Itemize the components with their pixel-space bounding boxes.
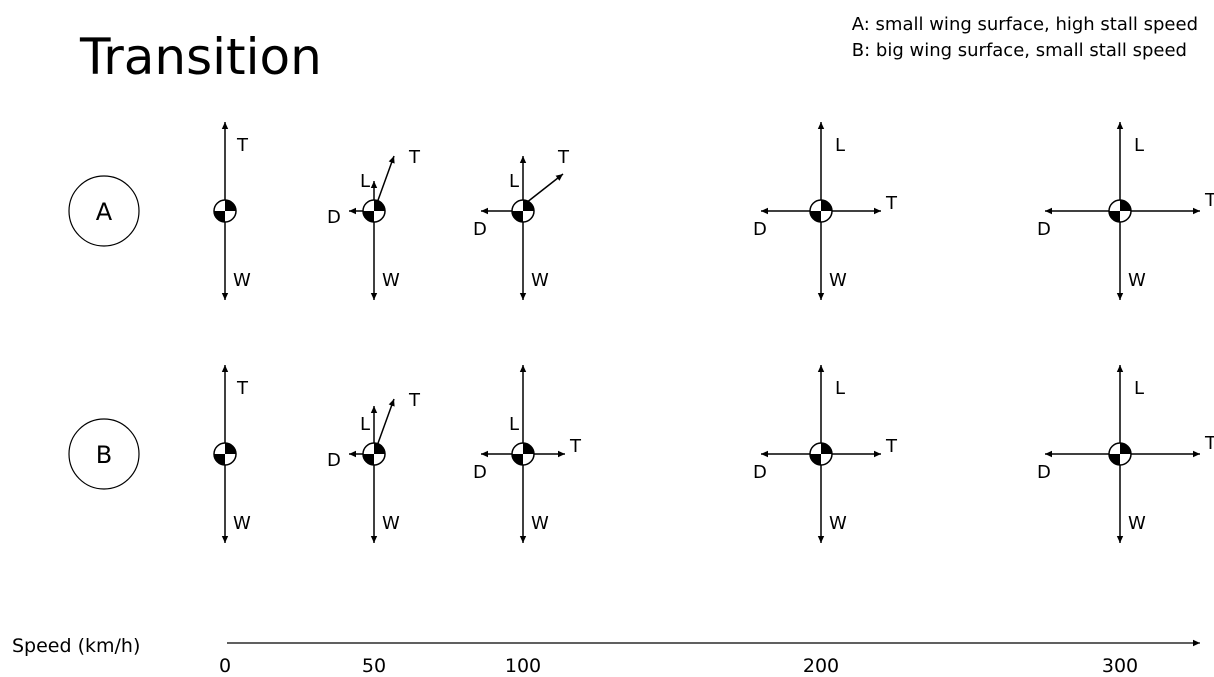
lift-label: L — [509, 414, 519, 435]
force-diagram-B-300: W T L D — [1037, 365, 1214, 543]
thrust-label: T — [236, 378, 249, 399]
lift-label: L — [509, 171, 519, 192]
thrust-label: T — [885, 436, 898, 457]
speed-axis-label: Speed (km/h) — [12, 635, 140, 657]
lift-label: L — [1134, 135, 1144, 156]
row-label-circle — [68, 418, 140, 490]
weight-label: W — [233, 270, 251, 291]
thrust-label: T — [885, 193, 898, 214]
lift-label: L — [360, 171, 370, 192]
center-of-gravity-icon — [213, 442, 237, 466]
legend-line-b: B: big wing surface, small stall speed — [851, 40, 1187, 61]
force-diagram-A-100: W T L D — [473, 147, 570, 300]
force-diagram-A-50: W T LD — [327, 147, 421, 300]
drag-label: D — [473, 219, 487, 240]
weight-label: W — [233, 513, 251, 534]
center-of-gravity-icon — [1108, 199, 1132, 223]
weight-label: W — [1128, 270, 1146, 291]
force-diagram-B-0: WT — [213, 365, 251, 543]
thrust-label: T — [569, 436, 582, 457]
speed-tick-label: 0 — [219, 655, 231, 677]
center-of-gravity-icon — [809, 442, 833, 466]
thrust-label: T — [408, 147, 421, 168]
force-diagram-B-100: W T L D — [473, 365, 582, 543]
weight-label: W — [382, 513, 400, 534]
force-diagram-B-200: W T L D — [753, 365, 898, 543]
center-of-gravity-icon — [213, 199, 237, 223]
weight-label: W — [531, 513, 549, 534]
speed-tick-label: 200 — [803, 655, 839, 677]
lift-label: L — [835, 135, 845, 156]
speed-tick-label: 50 — [362, 655, 386, 677]
center-of-gravity-icon — [362, 442, 386, 466]
drag-label: D — [327, 207, 341, 228]
row-label: A — [96, 198, 113, 226]
force-diagram-B-50: W T LD — [327, 390, 421, 543]
drag-label: D — [473, 462, 487, 483]
row-label: B — [96, 441, 112, 469]
speed-tick-label: 100 — [505, 655, 541, 677]
thrust-label: T — [557, 147, 570, 168]
legend: A: small wing surface, high stall speed … — [852, 12, 1198, 64]
legend-line-a: A: small wing surface, high stall speed — [851, 14, 1198, 35]
thrust-label: T — [408, 390, 421, 411]
center-of-gravity-icon — [362, 199, 386, 223]
force-diagram-A-300: W T L D — [1037, 122, 1214, 300]
drag-label: D — [1037, 219, 1051, 240]
lift-label: L — [360, 414, 370, 435]
force-diagram-A-0: WT — [213, 122, 251, 300]
center-of-gravity-icon — [511, 442, 535, 466]
page-title: Transition — [80, 28, 322, 86]
force-diagram-A-200: W T L D — [753, 122, 898, 300]
speed-tick-label: 300 — [1102, 655, 1138, 677]
center-of-gravity-icon — [1108, 442, 1132, 466]
thrust-arrow — [376, 155, 395, 204]
row-label-circle — [68, 175, 140, 247]
weight-label: W — [829, 513, 847, 534]
thrust-label: T — [1204, 190, 1214, 211]
thrust-label: T — [1204, 433, 1214, 454]
thrust-arrow — [376, 398, 395, 447]
weight-label: W — [829, 270, 847, 291]
thrust-label: T — [236, 135, 249, 156]
weight-label: W — [1128, 513, 1146, 534]
lift-label: L — [1134, 378, 1144, 399]
weight-label: W — [531, 270, 549, 291]
drag-label: D — [753, 219, 767, 240]
lift-label: L — [835, 378, 845, 399]
weight-label: W — [382, 270, 400, 291]
center-of-gravity-icon — [511, 199, 535, 223]
center-of-gravity-icon — [809, 199, 833, 223]
thrust-arrow — [525, 173, 564, 204]
drag-label: D — [1037, 462, 1051, 483]
drag-label: D — [753, 462, 767, 483]
speed-axis: Speed (km/h) 0 50 100 200 300 — [12, 635, 1200, 677]
drag-label: D — [327, 450, 341, 471]
